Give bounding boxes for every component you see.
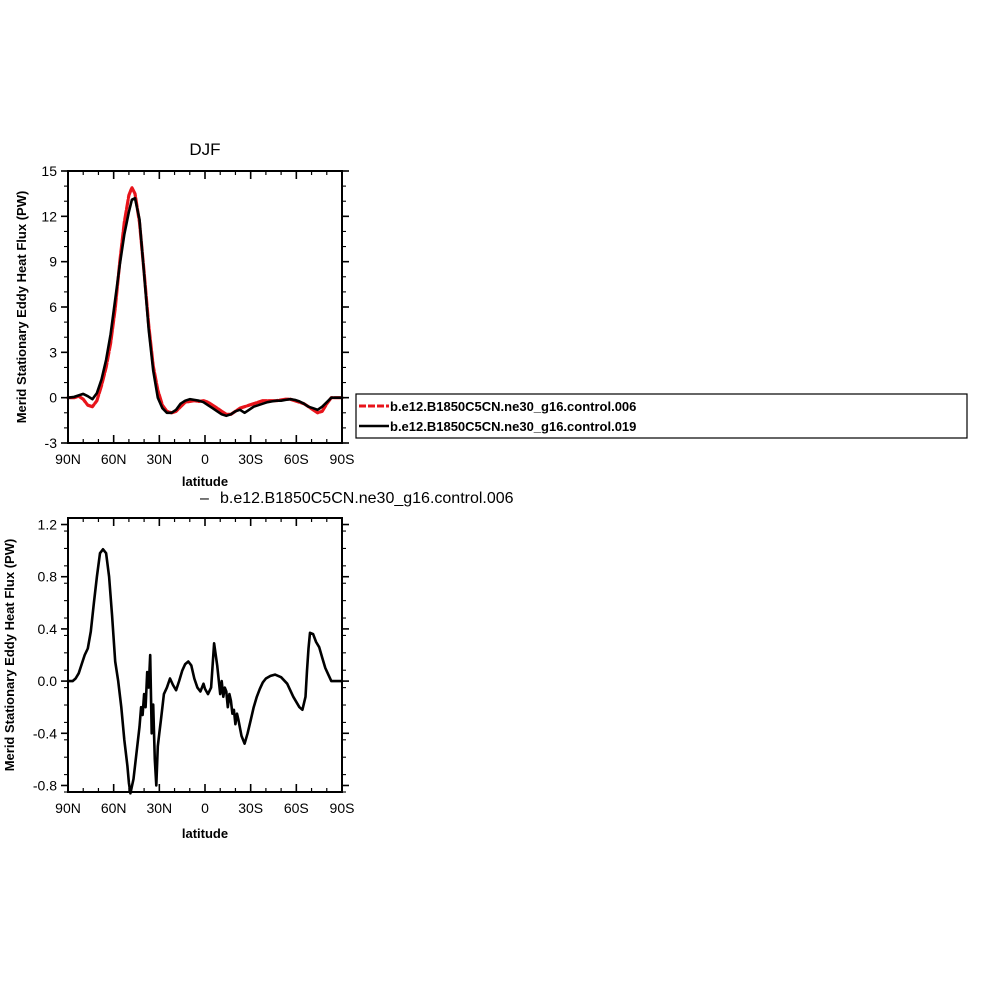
djf-y-tick-label: 6 bbox=[49, 299, 57, 315]
djf-x-tick-label: 0 bbox=[201, 451, 209, 467]
control-006-y-tick-label: 0.8 bbox=[38, 569, 58, 585]
legend-label-control-006: b.e12.B1850C5CN.ne30_g16.control.006 bbox=[390, 399, 636, 414]
legend-box bbox=[355, 393, 968, 439]
djf-y-tick-label: -3 bbox=[45, 435, 58, 451]
djf-ticks: 90N 60N 30N 0 30S 60S 90S -3 0 3 6 9 12 15 bbox=[41, 163, 354, 467]
control-006-y-axis-label: Merid Stationary Eddy Heat Flux (PW) bbox=[2, 539, 17, 772]
control-006-x-axis-label: latitude bbox=[182, 826, 228, 841]
control-006-y-tick-label: 0.4 bbox=[38, 621, 58, 637]
djf-x-tick-label: 60S bbox=[284, 451, 309, 467]
control-006-y-tick-label: 1.2 bbox=[38, 517, 58, 533]
control-006-series-line-0 bbox=[66, 547, 344, 795]
djf-x-tick-label: 90S bbox=[330, 451, 355, 467]
legend: b.e12.B1850C5CN.ne30_g16.control.006 b.e… bbox=[355, 393, 968, 439]
djf-lines bbox=[66, 186, 344, 418]
djf-title: DJF bbox=[189, 140, 220, 159]
djf-x-axis-label: latitude bbox=[182, 474, 228, 489]
djf-x-tick-label: 60N bbox=[101, 451, 127, 467]
control-006-panel: 90N 60N 30N 0 30S 60S 90S-0.8-0.40.00.40.81.2 … bbox=[2, 490, 514, 841]
control-006-x-tick-label: 90S bbox=[330, 800, 355, 816]
control-006-lines bbox=[66, 547, 344, 795]
djf-series-line-1 bbox=[66, 196, 344, 418]
control-006-x-tick-label: 60N bbox=[101, 800, 127, 816]
djf-y-tick-label: 9 bbox=[49, 254, 57, 270]
djf-y-tick-label: 0 bbox=[49, 390, 57, 406]
djf-panel: 90N 60N 30N 0 30S 60S 90S -3 0 3 6 9 12 15 DJF latitu… bbox=[14, 140, 354, 489]
djf-y-tick-label: 15 bbox=[41, 163, 57, 179]
control-006-ticks: 90N 60N 30N 0 30S 60S 90S -0.8 -0.4 0.0 0.4 0.8 1.2 bbox=[33, 517, 355, 816]
control-006-y-tick-label: -0.8 bbox=[33, 777, 57, 793]
control-006-y-tick-label: 0.0 bbox=[38, 673, 58, 689]
control-006-title: b.e12.B1850C5CN.ne30_g16.control.006 bbox=[220, 490, 514, 507]
control-006-x-tick-label: 30N bbox=[146, 800, 172, 816]
djf-y-tick-label: 3 bbox=[49, 344, 57, 360]
control-006-x-tick-label: 90N bbox=[55, 800, 81, 816]
djf-y-axis-label: Merid Stationary Eddy Heat Flux (PW) bbox=[14, 191, 29, 424]
djf-y-tick-label: 12 bbox=[41, 208, 57, 224]
djf-x-tick-label: 30S bbox=[238, 451, 263, 467]
control-006-x-tick-label: 0 bbox=[201, 800, 209, 816]
legend-label-control-019: b.e12.B1850C5CN.ne30_g16.control.019 bbox=[390, 419, 636, 434]
djf-x-tick-label: 30N bbox=[146, 451, 172, 467]
control-006-x-tick-label: 60S bbox=[284, 800, 309, 816]
djf-x-tick-label: 90N bbox=[55, 451, 81, 467]
control-006-x-tick-label: 30S bbox=[238, 800, 263, 816]
control-006-y-tick-label: -0.4 bbox=[33, 725, 57, 741]
control-006-title-marker: – bbox=[200, 490, 209, 507]
